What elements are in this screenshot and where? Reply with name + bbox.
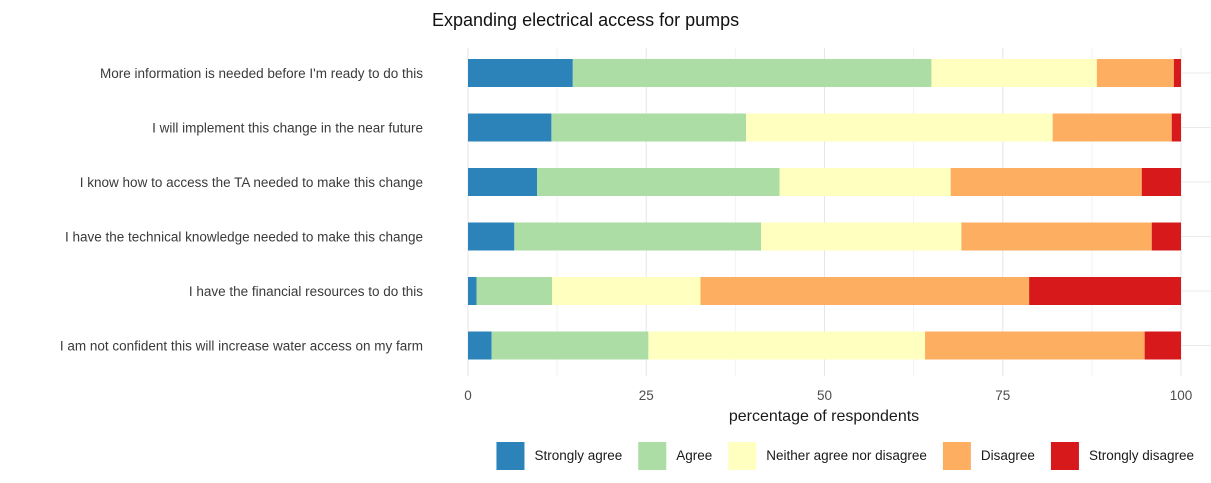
legend-label: Disagree [981,448,1035,463]
bar-segment [468,277,477,305]
bar-segment [700,277,1030,305]
legend-swatch [942,442,971,470]
bar-segment [537,168,780,196]
bar-segment [925,331,1145,360]
bar-segment [648,331,926,360]
legend-swatch [638,442,667,470]
bar-segment [779,168,951,196]
legend-label: Neither agree nor disagree [766,448,927,463]
bar-segment [551,113,747,142]
bar-segment [931,59,1097,87]
x-tick-label: 50 [817,388,832,403]
category-label: More information is needed before I'm re… [100,66,423,81]
legend-swatch [728,442,757,470]
bar-segment [552,277,701,305]
category-label: I have the financial resources to do thi… [189,284,423,299]
bar-segment [761,222,962,251]
x-tick-label: 100 [1170,388,1193,403]
legend-swatch [496,442,525,470]
bar-segment [1171,113,1181,142]
legend: Strongly agree Agree Neither agree nor dis… [496,442,1194,470]
axis-layer: More information is needed before I'm re… [60,66,1192,403]
bar-segment [476,277,553,305]
bar-segment [572,59,932,87]
bar-segment [468,113,552,142]
legend-swatch [1050,442,1079,470]
category-label: I am not confident this will increase wa… [60,339,423,354]
bar-segment [1173,59,1181,87]
grid-layer [467,48,1211,376]
bar-segment [746,113,1053,142]
bar-segment [468,222,515,251]
bar-segment [1096,59,1174,87]
bar-layer [468,59,1181,360]
legend-label: Strongly disagree [1089,448,1194,463]
legend-label: Strongly agree [534,448,622,463]
chart-title: Expanding electrical access for pumps [432,10,739,30]
bar-segment [468,168,538,196]
x-tick-label: 0 [464,388,472,403]
bar-segment [1144,331,1181,360]
bar-segment [961,222,1152,251]
bar-segment [468,59,573,87]
legend-label: Agree [676,448,712,463]
bar-segment [1052,113,1172,142]
bar-segment [950,168,1142,196]
category-label: I will implement this change in the near… [152,121,423,136]
bar-segment [1151,222,1181,251]
bar-segment [468,331,492,360]
x-tick-label: 75 [995,388,1010,403]
bar-segment [1141,168,1181,196]
bar-segment [514,222,762,251]
bar-segment [1029,277,1181,305]
category-label: I know how to access the TA needed to ma… [80,175,423,190]
x-tick-label: 25 [639,388,654,403]
bar-segment [491,331,649,360]
x-axis-title: percentage of respondents [729,408,919,425]
category-label: I have the technical knowledge needed to… [65,230,423,245]
